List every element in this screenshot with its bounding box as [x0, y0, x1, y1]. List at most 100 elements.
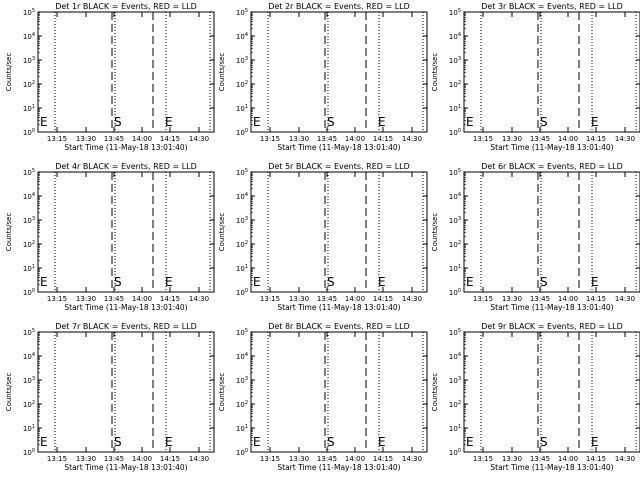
y-tick-label: 103: [449, 216, 461, 225]
x-tick-label: 13:15: [260, 455, 280, 463]
y-tick-label: 103: [236, 376, 248, 385]
event-marker-label: E: [378, 275, 386, 289]
plot-frame: [463, 331, 640, 453]
y-tick-label: 104: [449, 352, 461, 361]
x-tick-label: 14:30: [402, 135, 422, 143]
x-tick-label: 13:15: [260, 295, 280, 303]
x-tick-label: 13:30: [502, 135, 522, 143]
event-marker-label: E: [591, 435, 599, 449]
plot-frame: [463, 171, 640, 293]
y-tick-label: 102: [449, 240, 461, 249]
x-tick-label: 14:15: [160, 455, 180, 463]
x-tick-label: 14:00: [345, 135, 365, 143]
y-tick-label: 103: [23, 376, 35, 385]
y-tick-label: 100: [23, 128, 35, 137]
y-tick-label: 105: [236, 328, 248, 337]
y-tick-label: 103: [236, 216, 248, 225]
event-marker-label: S: [114, 435, 122, 449]
y-tick-label: 104: [23, 352, 35, 361]
x-tick-label: 13:30: [76, 135, 96, 143]
event-marker-label: S: [327, 435, 335, 449]
y-axis-label: Counts/sec: [5, 373, 13, 412]
event-marker-label: E: [40, 115, 48, 129]
x-tick-label: 13:45: [104, 295, 124, 303]
y-axis-label: Counts/sec: [218, 53, 226, 92]
y-tick-label: 105: [23, 8, 35, 17]
y-tick-label: 105: [449, 168, 461, 177]
event-marker-label: E: [253, 275, 261, 289]
panel-det-3: Det 3r BLACK = Events, RED = LLD 100 101 10…: [431, 2, 640, 152]
y-tick-label: 103: [236, 56, 248, 65]
plot-frame: [250, 331, 428, 453]
y-tick-label: 101: [236, 264, 248, 273]
event-marker-label: E: [591, 275, 599, 289]
x-tick-label: 13:15: [473, 455, 493, 463]
panel-det-8: Det 8r BLACK = Events, RED = LLD 100 101 10…: [218, 322, 428, 472]
y-tick-label: 105: [23, 168, 35, 177]
x-axis-label: Start Time (11-May-18 13:01:40): [277, 463, 400, 472]
panel-title: Det 3r BLACK = Events, RED = LLD: [481, 2, 623, 11]
x-tick-label: 14:00: [558, 135, 578, 143]
y-tick-label: 105: [236, 8, 248, 17]
x-tick-label: 13:15: [47, 455, 67, 463]
event-marker-label: E: [40, 435, 48, 449]
x-axis-label: Start Time (11-May-18 13:01:40): [490, 463, 613, 472]
y-tick-label: 100: [23, 288, 35, 297]
plot-frame: [250, 11, 428, 133]
y-tick-label: 100: [449, 288, 461, 297]
x-tick-label: 14:30: [189, 135, 209, 143]
x-tick-label: 13:45: [317, 455, 337, 463]
panel-title: Det 1r BLACK = Events, RED = LLD: [55, 2, 197, 11]
y-axis-label: Counts/sec: [218, 373, 226, 412]
y-tick-label: 104: [23, 192, 35, 201]
y-axis-label: Counts/sec: [431, 213, 439, 252]
event-marker-label: E: [165, 115, 173, 129]
x-tick-label: 13:30: [76, 455, 96, 463]
event-marker-label: S: [114, 275, 122, 289]
x-tick-label: 14:15: [160, 295, 180, 303]
y-tick-label: 103: [449, 376, 461, 385]
x-axis-label: Start Time (11-May-18 13:01:40): [490, 143, 613, 152]
y-tick-label: 105: [236, 168, 248, 177]
x-tick-label: 13:15: [473, 295, 493, 303]
y-tick-label: 101: [449, 264, 461, 273]
x-tick-label: 14:00: [132, 455, 152, 463]
panel-title: Det 5r BLACK = Events, RED = LLD: [268, 162, 410, 171]
y-tick-label: 104: [236, 352, 248, 361]
x-tick-label: 14:00: [132, 295, 152, 303]
y-tick-label: 105: [449, 8, 461, 17]
x-tick-label: 13:30: [289, 295, 309, 303]
event-marker-label: E: [466, 115, 474, 129]
plot-frame: [37, 11, 215, 133]
x-tick-label: 14:30: [615, 135, 635, 143]
x-tick-label: 14:15: [586, 295, 606, 303]
x-tick-label: 14:30: [615, 455, 635, 463]
y-tick-label: 101: [236, 424, 248, 433]
x-tick-label: 13:30: [76, 295, 96, 303]
x-tick-label: 13:45: [104, 455, 124, 463]
y-tick-label: 102: [236, 400, 248, 409]
y-tick-label: 104: [23, 32, 35, 41]
x-tick-label: 13:45: [317, 135, 337, 143]
x-tick-label: 13:15: [47, 295, 67, 303]
y-tick-label: 103: [23, 216, 35, 225]
panel-title: Det 4r BLACK = Events, RED = LLD: [55, 162, 197, 171]
event-marker-label: E: [165, 435, 173, 449]
x-tick-label: 13:45: [317, 295, 337, 303]
x-tick-label: 14:00: [345, 295, 365, 303]
x-tick-label: 14:30: [615, 295, 635, 303]
y-tick-label: 100: [449, 128, 461, 137]
y-tick-label: 100: [236, 448, 248, 457]
event-marker-label: E: [40, 275, 48, 289]
y-tick-label: 100: [236, 288, 248, 297]
x-tick-label: 14:00: [558, 455, 578, 463]
plot-frame: [463, 11, 640, 133]
x-tick-label: 14:15: [373, 455, 393, 463]
y-tick-label: 101: [23, 264, 35, 273]
x-tick-label: 14:15: [160, 135, 180, 143]
x-tick-label: 14:00: [345, 455, 365, 463]
event-marker-label: S: [540, 275, 548, 289]
x-tick-label: 13:45: [530, 455, 550, 463]
x-tick-label: 14:30: [402, 295, 422, 303]
